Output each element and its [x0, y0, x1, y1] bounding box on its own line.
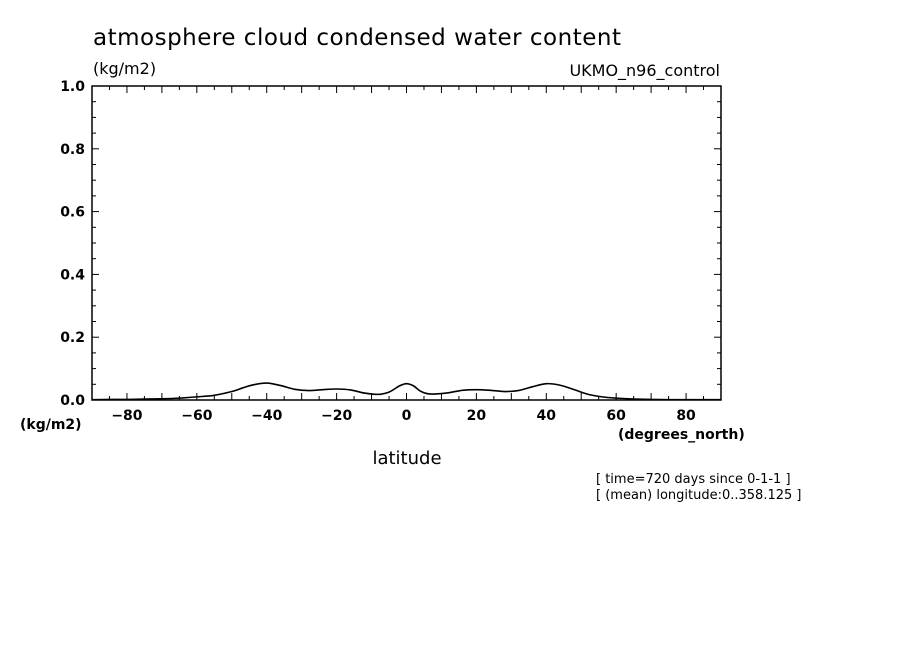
x-axis-label: latitude — [372, 448, 441, 469]
y-axis-ticks — [92, 85, 721, 401]
y-tick-label: 0.2 — [60, 330, 85, 346]
title-units: (kg/m2) — [93, 59, 156, 78]
x-tick-label: 40 — [537, 408, 557, 424]
x-tick-label: 0 — [402, 408, 412, 424]
x-tick-label: −60 — [181, 408, 212, 424]
plot-frame — [91, 85, 722, 401]
chart-title: atmosphere cloud condensed water content — [93, 25, 621, 51]
y-tick-label: 0.0 — [60, 393, 85, 409]
x-tick-label: 60 — [606, 408, 626, 424]
x-tick-label: −20 — [321, 408, 352, 424]
model-label: UKMO_n96_control — [569, 61, 720, 81]
longitude-note: [ (mean) longitude:0..358.125 ] — [596, 488, 801, 503]
y-tick-label: 1.0 — [60, 79, 85, 95]
x-tick-label: 20 — [467, 408, 487, 424]
x-axis-labels: −80 −60 −40 −20 0 20 40 60 80 — [111, 408, 696, 424]
time-note: [ time=720 days since 0-1-1 ] — [596, 472, 791, 487]
series-line — [91, 382, 721, 401]
x-tick-label: −40 — [251, 408, 282, 424]
x-axis-ticks — [91, 86, 722, 400]
y-tick-label: 0.6 — [60, 205, 85, 221]
x-axis-units: (degrees_north) — [618, 427, 745, 443]
y-axis-units: (kg/m2) — [20, 417, 82, 433]
y-tick-label: 0.8 — [60, 142, 85, 158]
x-tick-label: −80 — [111, 408, 142, 424]
y-tick-label: 0.4 — [60, 267, 85, 283]
y-axis-labels: 0.0 0.2 0.4 0.6 0.8 1.0 — [60, 79, 85, 409]
x-tick-label: 80 — [676, 408, 696, 424]
